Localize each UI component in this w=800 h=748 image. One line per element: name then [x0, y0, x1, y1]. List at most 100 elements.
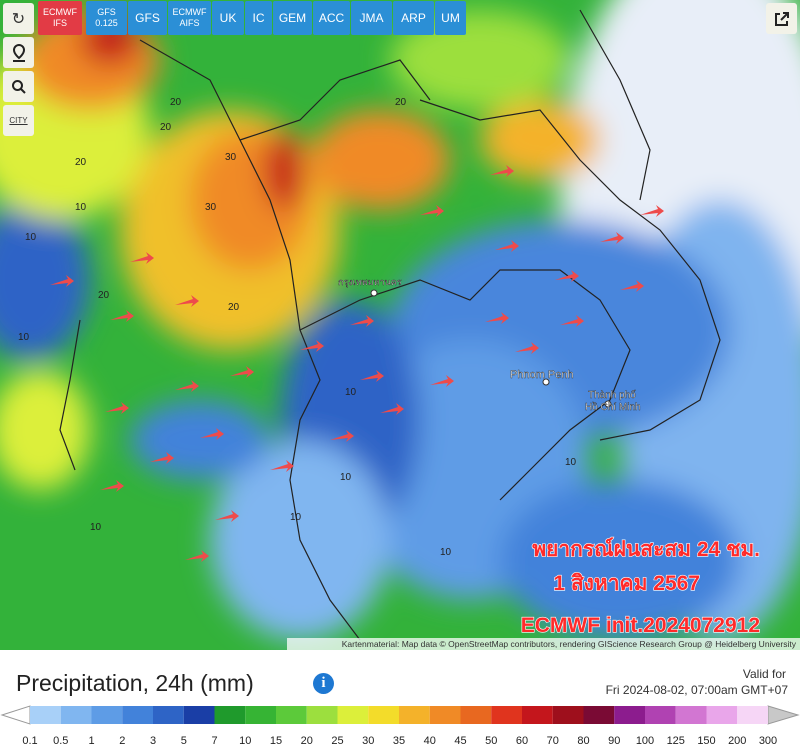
- contour-label: 20: [395, 97, 407, 108]
- legend-swatch: [91, 706, 123, 724]
- place-label: กรุงเทพมหานคร: [338, 277, 402, 288]
- legend-swatch: [60, 706, 92, 724]
- city-dot: [370, 289, 378, 297]
- legend-swatch: [276, 706, 307, 724]
- contour-label: 20: [170, 97, 182, 108]
- borders: [59, 9, 721, 641]
- pin-icon: [12, 43, 25, 62]
- model-button[interactable]: GEM: [273, 1, 312, 35]
- legend-swatch: [460, 706, 492, 724]
- contour-label: 20: [228, 302, 240, 313]
- legend-label: 5: [181, 735, 187, 747]
- contour-label: 10: [25, 232, 37, 243]
- legend-label: 0.1: [22, 735, 37, 747]
- legend-swatch: [214, 706, 246, 724]
- place-label: Phnom Penh: [510, 369, 574, 381]
- contour-label: 20: [98, 290, 110, 301]
- legend-swatch: [429, 706, 461, 724]
- model-button[interactable]: GFS 0.125: [86, 1, 127, 35]
- valid-label: Valid for: [742, 667, 786, 681]
- legend-arrow-right: [767, 705, 800, 725]
- attribution: Kartenmaterial: Map data © OpenStreetMap…: [342, 639, 797, 649]
- model-label: GFS: [135, 10, 160, 25]
- model-label: 0.125: [95, 18, 118, 28]
- model-label: ECMWF: [172, 7, 207, 17]
- precip-field: [0, 0, 800, 640]
- legend-swatch: [306, 706, 338, 724]
- model-label: GFS: [97, 7, 116, 17]
- model-button[interactable]: ACC: [313, 1, 350, 35]
- overlay-text: 1 สิงหาคม 2567: [553, 572, 700, 595]
- contour-label: 30: [205, 202, 217, 213]
- model-button[interactable]: UM: [435, 1, 466, 35]
- legend-label: 70: [547, 735, 559, 747]
- model-label: ECMWF: [43, 7, 77, 17]
- refresh-button[interactable]: ↻: [3, 3, 34, 34]
- model-label: ARP: [401, 10, 426, 25]
- legend: 0.1 0.5 1 2 3 5 7 10 15 20 25 30 35 40 45 50 60 70 80 90 100…: [0, 705, 800, 747]
- legend-swatch: [614, 706, 645, 724]
- model-label: AIFS: [179, 18, 200, 28]
- legend-swatch: [245, 706, 276, 724]
- contour-label: 10: [90, 522, 102, 533]
- contour-label: 10: [440, 547, 452, 558]
- legend-swatch: [399, 706, 430, 724]
- model-label: ACC: [318, 10, 345, 25]
- model-button[interactable]: GFS: [128, 1, 167, 35]
- info-button[interactable]: i: [313, 673, 334, 694]
- model-button[interactable]: JMA: [351, 1, 392, 35]
- legend-swatch: [645, 706, 676, 724]
- legend-label: 30: [362, 735, 374, 747]
- model-button[interactable]: ECMWF IFS: [38, 1, 82, 35]
- legend-swatch: [675, 706, 707, 724]
- city-dot: [542, 378, 550, 386]
- legend-swatch: [583, 706, 615, 724]
- model-button[interactable]: ECMWF AIFS: [168, 1, 211, 35]
- contour-label: 30: [225, 152, 237, 163]
- contour-label: 10: [565, 457, 577, 468]
- model-button[interactable]: IC: [245, 1, 272, 35]
- city-button[interactable]: CITY: [3, 105, 34, 136]
- legend-swatch: [737, 706, 768, 724]
- share-button[interactable]: [766, 3, 797, 34]
- legend-swatch: [706, 706, 738, 724]
- model-button[interactable]: UK: [212, 1, 244, 35]
- zoom-icon: [11, 79, 26, 94]
- legend-swatch: [30, 706, 61, 724]
- location-button[interactable]: [3, 37, 34, 68]
- legend-label: 40: [424, 735, 436, 747]
- legend-label: 2: [119, 735, 125, 747]
- contour-label: 10: [75, 202, 87, 213]
- city-dot: [604, 400, 612, 408]
- legend-swatch: [522, 706, 553, 724]
- model-button[interactable]: ARP: [393, 1, 434, 35]
- legend-swatch: [552, 706, 584, 724]
- legend-label: 20: [301, 735, 313, 747]
- contour-label: 10: [18, 332, 30, 343]
- legend-label: 7: [211, 735, 217, 747]
- share-icon: [774, 11, 789, 26]
- legend-label: 15: [270, 735, 282, 747]
- legend-label: 80: [577, 735, 589, 747]
- legend-label: 35: [393, 735, 405, 747]
- contour-label: 10: [340, 472, 352, 483]
- model-label: IC: [252, 10, 265, 25]
- place-label: Thành phố: [588, 389, 636, 401]
- footer-title: Precipitation, 24h (mm): [16, 670, 254, 696]
- legend-swatch: [491, 706, 522, 724]
- contour-label: 20: [160, 122, 172, 133]
- contour-label: 10: [345, 387, 357, 398]
- zoom-button[interactable]: [3, 71, 34, 102]
- legend-label: 45: [454, 735, 466, 747]
- legend-arrow-left: [0, 705, 31, 725]
- attribution-bg: [287, 638, 800, 650]
- legend-label: 10: [239, 735, 251, 747]
- legend-swatch: [337, 706, 369, 724]
- legend-swatch: [368, 706, 399, 724]
- valid-time: Fri 2024-08-02, 07:00am GMT+07: [605, 683, 788, 697]
- legend-label: 125: [667, 735, 685, 747]
- legend-label: 90: [608, 735, 620, 747]
- legend-swatch: [122, 706, 153, 724]
- model-label: IFS: [52, 18, 67, 28]
- legend-label: 300: [759, 735, 777, 747]
